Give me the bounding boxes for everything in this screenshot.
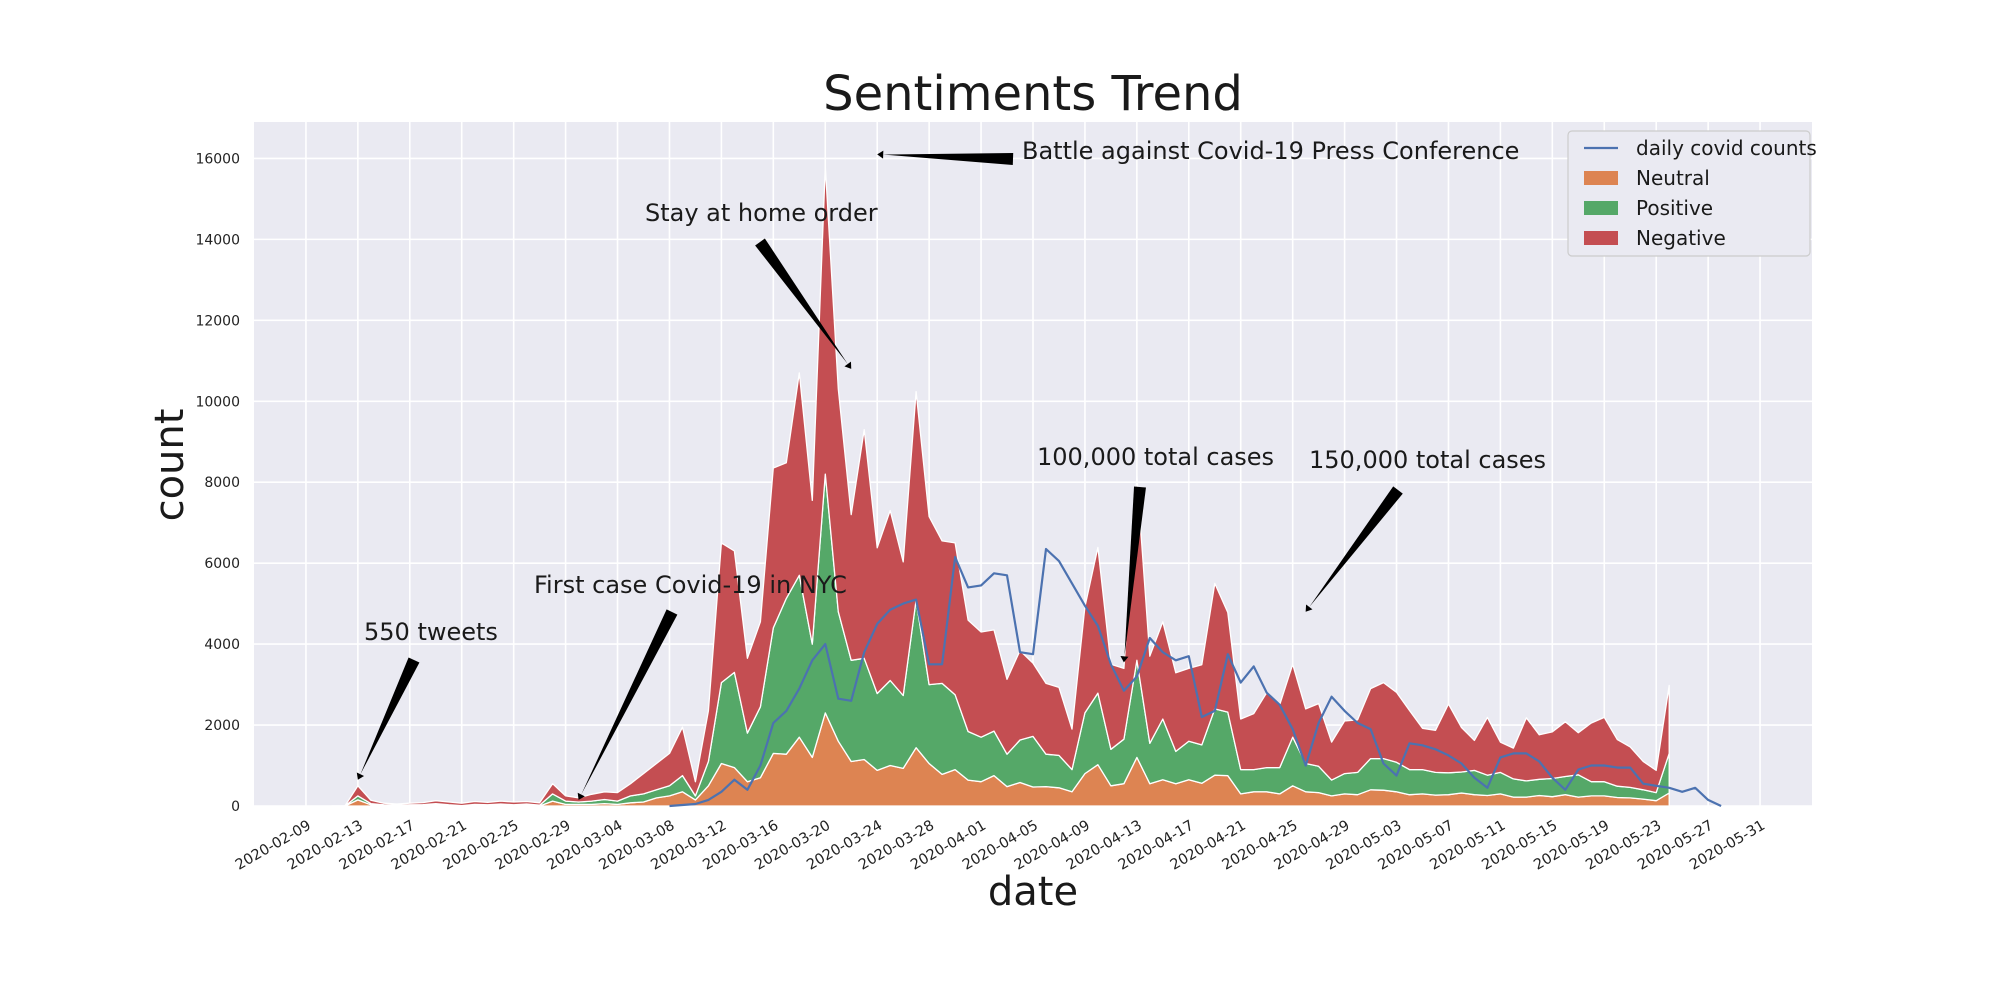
y-tick-label: 2000 xyxy=(204,718,240,734)
annotation-arrow xyxy=(755,238,848,365)
annotation-arrow-head xyxy=(844,361,852,369)
annotation-arrow-head xyxy=(877,150,884,159)
stacked-areas xyxy=(331,165,1670,807)
annotation-arrow-head xyxy=(1120,655,1129,663)
y-tick-label: 12000 xyxy=(195,313,240,329)
legend-label: Neutral xyxy=(1636,166,1710,190)
x-axis-label: date xyxy=(988,869,1078,915)
covid-line-layer xyxy=(669,547,1722,808)
legend-swatch-negative xyxy=(1584,231,1618,245)
legend-swatch-positive xyxy=(1584,201,1618,215)
legend-label: daily covid counts xyxy=(1636,136,1817,160)
annotation-arrow xyxy=(1309,486,1403,607)
annotation-arrow-head xyxy=(577,792,585,800)
legend-swatch-neutral xyxy=(1584,171,1618,185)
y-tick-label: 8000 xyxy=(204,475,240,491)
annotation-label: 100,000 total cases xyxy=(1037,443,1274,471)
legend: daily covid counts Neutral Positive Negativ… xyxy=(1567,130,1817,257)
y-tick-label: 16000 xyxy=(195,151,240,167)
chart-title: Sentiments Trend xyxy=(823,66,1243,122)
legend-label: Negative xyxy=(1636,226,1726,250)
annotation-arrow-head xyxy=(356,772,365,780)
annotation-arrow-head xyxy=(1305,604,1313,612)
annotation-arrow xyxy=(883,153,1014,165)
grid xyxy=(254,122,1812,807)
legend-box xyxy=(1567,130,1811,257)
annotation-label: 150,000 total cases xyxy=(1309,446,1546,474)
y-tick-label: 14000 xyxy=(195,232,240,248)
annotation-label: 550 tweets xyxy=(364,618,498,646)
annotation-label: Stay at home order xyxy=(645,199,878,227)
annotation-arrow xyxy=(581,609,678,795)
annotation-arrow xyxy=(1124,486,1146,657)
legend-label: Positive xyxy=(1636,196,1713,220)
area-negative xyxy=(331,165,1670,807)
y-tick-label: 0 xyxy=(231,799,240,815)
daily-covid-counts-line xyxy=(669,547,1722,808)
y-axis-ticks: 0 2000 4000 6000 8000 10000 12000 14000 16000 xyxy=(195,151,240,815)
y-tick-label: 6000 xyxy=(204,556,240,572)
annotation-label: First case Covid-19 in NYC xyxy=(534,571,847,599)
annotations: 550 tweets First case Covid-19 in NYC Stay… xyxy=(356,137,1546,800)
annotation-label: Battle against Covid-19 Press Conference xyxy=(1022,137,1519,165)
y-tick-label: 10000 xyxy=(195,394,240,410)
annotation-arrow xyxy=(360,657,420,775)
y-tick-label: 4000 xyxy=(204,637,240,653)
y-axis-label: count xyxy=(147,409,193,522)
